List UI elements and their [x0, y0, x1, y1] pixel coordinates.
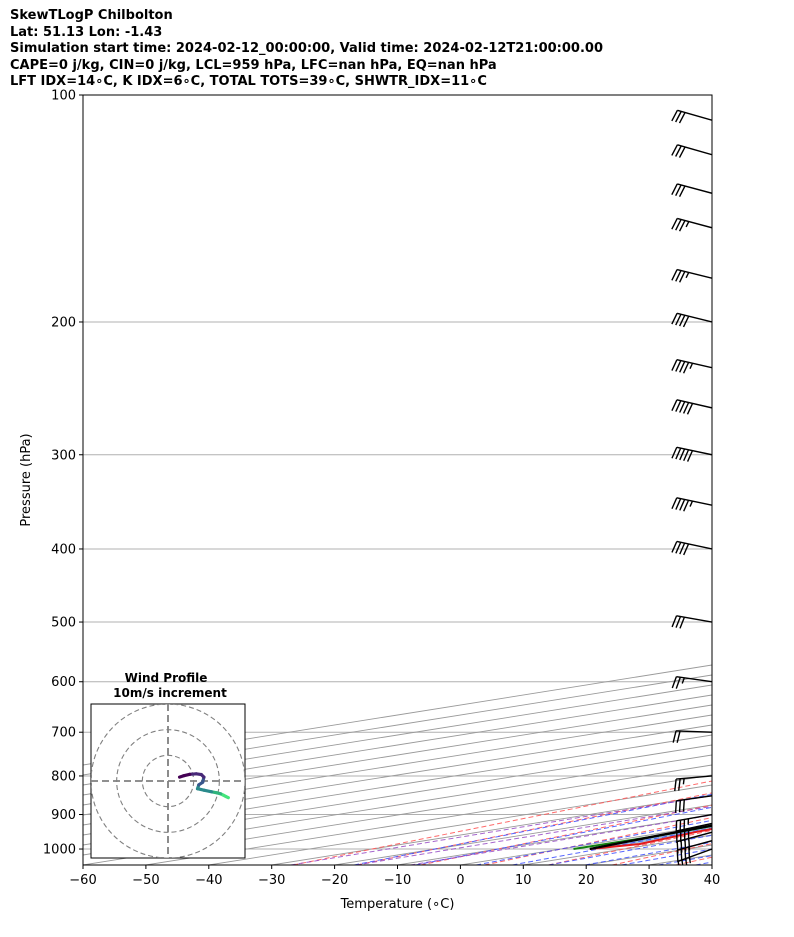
isotherm-line: [586, 844, 712, 865]
dry-adiabat-line: [548, 829, 712, 865]
dry-adiabat-line: [675, 856, 712, 865]
wind-barb: [671, 676, 712, 689]
x-axis-label: Temperature (∘C): [340, 897, 455, 912]
x-tick-label: 20: [578, 873, 595, 888]
wind-barb: [675, 813, 712, 833]
moist-adiabat-line: [585, 841, 712, 865]
y-tick-label: 700: [51, 726, 76, 741]
y-tick-label: 500: [51, 616, 76, 631]
hodograph-trace: [177, 774, 185, 779]
isotherm-line: [649, 854, 712, 865]
x-tick-label: 0: [456, 873, 464, 888]
isotherm-line: [83, 674, 712, 776]
isotherm-line: [83, 734, 712, 836]
wind-barb: [674, 775, 712, 792]
isotherm-line: [775, 95, 794, 865]
wind-barb: [676, 831, 712, 854]
isotherm-line: [83, 694, 712, 796]
x-tick-label: 30: [641, 873, 658, 888]
mixing-ratio-line: [356, 805, 712, 865]
time-text: Simulation start time: 2024-02-12_00:00:…: [10, 41, 603, 56]
isotherm-line: [271, 794, 712, 865]
moist-adiabat-line: [415, 806, 712, 865]
wind-barb: [671, 312, 712, 328]
cin-cape-shading: [589, 825, 712, 849]
moist-adiabat-line: [621, 848, 712, 865]
moist-adiabat-line: [354, 793, 712, 865]
y-tick-label: 400: [51, 542, 76, 557]
dry-adiabat-line: [611, 843, 712, 865]
x-tick-label: −50: [132, 873, 159, 888]
x-tick-label: −40: [195, 873, 222, 888]
moist-adiabat-line: [512, 827, 712, 865]
y-tick-label: 800: [51, 769, 76, 784]
hodograph-subtitle: 10m/s increment: [113, 686, 227, 700]
y-tick-label: 900: [51, 808, 76, 823]
x-tick-label: 10: [515, 873, 532, 888]
temperature-profile-line: [589, 827, 712, 850]
isotherm-line: [397, 814, 712, 865]
chart-title: SkewTLogP Chilbolton: [10, 8, 173, 23]
moist-adiabat-line: [695, 861, 712, 865]
wind-barb: [671, 497, 712, 512]
dewpoint-profile-line: [573, 824, 712, 850]
wind-barb: [671, 268, 712, 283]
isotherm-line: [83, 664, 712, 766]
cape-text: CAPE=0 j/kg, CIN=0 j/kg, LCL=959 hPa, LF…: [10, 57, 497, 73]
moist-adiabat-line: [658, 855, 712, 865]
y-tick-label: 600: [51, 675, 76, 690]
y-tick-label: 200: [51, 315, 76, 330]
isotherm-line: [83, 724, 712, 826]
wind-barb: [674, 795, 712, 813]
wind-barb: [671, 217, 712, 232]
isotherm-line: [460, 824, 712, 865]
isotherm-line: [711, 864, 712, 865]
wind-barb: [671, 183, 712, 198]
chart-header: SkewTLogP Chilbolton Lat: 51.13 Lon: -1.…: [10, 8, 603, 91]
isotherm-line: [83, 714, 712, 816]
isotherm-line: [208, 784, 712, 865]
x-tick-label: −20: [321, 873, 348, 888]
moist-adiabat-line: [548, 834, 712, 865]
mixing-ratio-line: [410, 814, 712, 865]
y-tick-label: 1000: [43, 843, 76, 858]
isotherm-line: [83, 684, 712, 786]
x-tick-label: −30: [258, 873, 285, 888]
wind-barb: [671, 446, 712, 462]
x-tick-label: 40: [704, 873, 721, 888]
y-axis-label: Pressure (hPa): [19, 433, 34, 526]
wind-barb: [672, 730, 712, 743]
wind-barb: [671, 399, 712, 415]
hodograph-title: Wind Profile: [125, 671, 208, 685]
wind-barb: [671, 358, 712, 374]
parcel-profile-line: [589, 824, 712, 851]
y-tick-label: 300: [51, 448, 76, 463]
wind-barb: [671, 109, 712, 124]
isotherm-line: [334, 804, 712, 865]
dry-adiabat-line: [420, 804, 712, 865]
dry-adiabat-line: [740, 95, 794, 865]
indices-text: LFT IDX=14∘C, K IDX=6∘C, TOTAL TOTS=39∘C…: [10, 74, 487, 89]
wind-barb: [671, 540, 712, 556]
location-text: Lat: 51.13 Lon: -1.43: [10, 24, 163, 40]
dry-adiabat-line: [484, 817, 712, 865]
y-tick-label: 100: [51, 89, 76, 104]
moist-adiabat-line: [476, 819, 712, 865]
wind-barb: [671, 144, 712, 158]
isotherm-line: [523, 834, 712, 865]
dry-adiabat-line: [356, 792, 712, 865]
x-tick-label: −60: [69, 873, 96, 888]
mixing-ratio-line: [290, 795, 712, 865]
wind-barb: [671, 615, 712, 629]
x-tick-label: −10: [384, 873, 411, 888]
isotherm-line: [83, 704, 712, 806]
